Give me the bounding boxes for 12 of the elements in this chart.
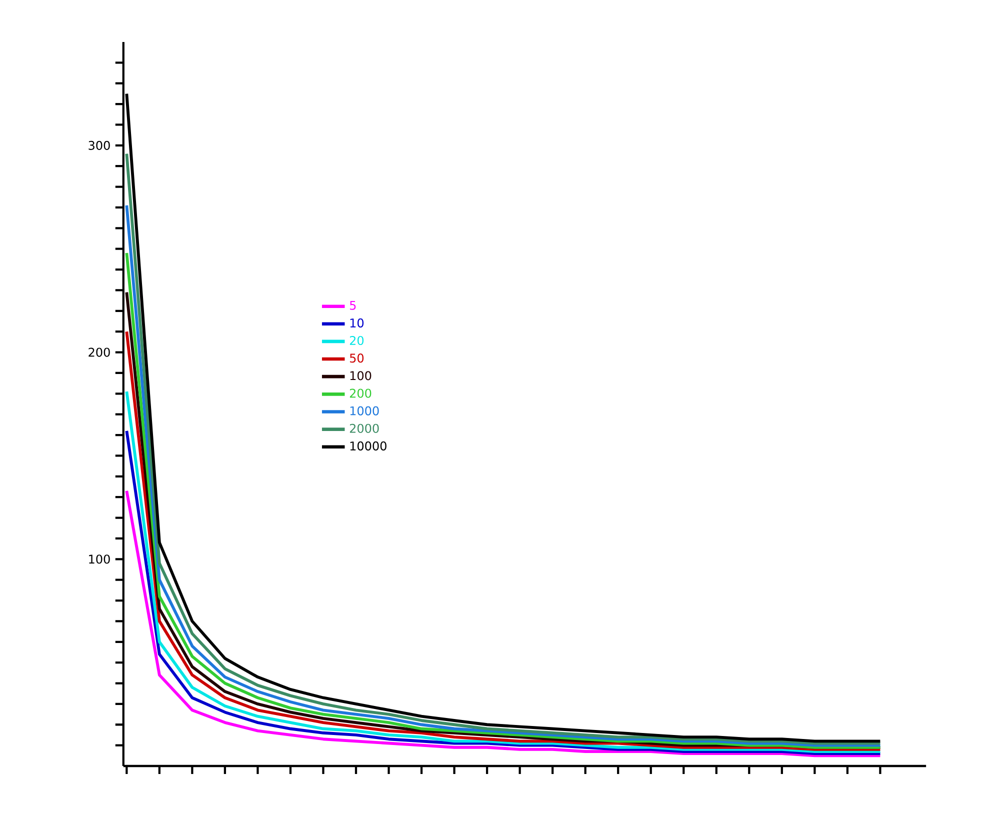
legend-label: 2000 [350,424,379,433]
legend-label: 1000 [350,406,379,416]
legend-label: 100 [350,371,372,380]
legend-label: 200 [350,388,372,398]
legend-label: 10 [350,318,364,328]
y-tick-label: 100 [89,554,110,564]
y-tick-label: 200 [88,348,110,357]
legend-label: 10000 [350,441,386,450]
legend-label: 5 [350,301,356,310]
legend-label: 20 [350,336,364,346]
legend-label: 50 [350,354,364,363]
y-tick-label: 300 [88,140,110,150]
